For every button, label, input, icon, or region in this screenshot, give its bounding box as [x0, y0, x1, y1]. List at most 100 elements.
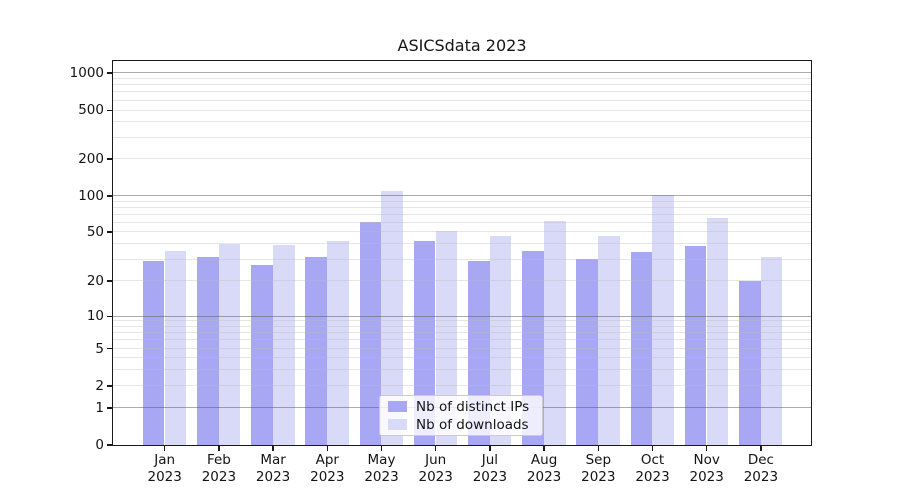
legend-swatch-distinct-ips [388, 401, 407, 412]
x-tick [597, 446, 599, 452]
x-tick [489, 446, 491, 452]
x-tick-label: Jul 2023 [472, 452, 508, 485]
chart-title: ASICSdata 2023 [397, 36, 527, 55]
x-tick [326, 446, 328, 452]
bar-downloads-nov [706, 218, 729, 445]
legend-row: Nb of distinct IPs [380, 400, 542, 414]
y-tick-label: 20 [86, 272, 104, 289]
y-tick-label: 50 [86, 223, 104, 240]
gridline-minor [113, 332, 811, 334]
y-tick [107, 407, 112, 409]
y-tick-label: 10 [86, 308, 104, 325]
x-tick-label: Sep 2023 [581, 452, 616, 485]
y-tick [107, 385, 112, 387]
x-tick [651, 446, 654, 452]
gridline-minor [113, 200, 811, 202]
y-tick [107, 347, 112, 350]
x-tick [706, 446, 708, 452]
bar-distinct-ips-nov [684, 246, 707, 445]
y-tick-label: 200 [78, 151, 104, 167]
x-tick-label: May 2023 [364, 452, 399, 485]
y-tick [107, 109, 112, 111]
x-tick [218, 446, 220, 452]
gridline-minor [113, 77, 811, 79]
y-tick-label: 1000 [69, 64, 104, 81]
legend: Nb of distinct IPs Nb of downloads [379, 395, 543, 436]
gridline-major [113, 195, 811, 197]
legend-swatch-downloads [388, 419, 407, 430]
bar-distinct-ips-jan [142, 260, 165, 445]
gridline-minor [113, 109, 811, 111]
gridline-minor [113, 91, 811, 93]
legend-row: Nb of downloads [380, 418, 542, 432]
bar-downloads-aug [543, 221, 566, 445]
y-tick [107, 195, 112, 197]
x-tick [272, 446, 274, 452]
bar-distinct-ips-dec [739, 280, 761, 445]
gridline-minor [113, 320, 811, 322]
x-tick [760, 446, 762, 452]
gridline-major [113, 72, 811, 74]
x-tick-label: Dec 2023 [743, 452, 779, 485]
bar-downloads-may [381, 190, 403, 445]
gridline-minor [113, 84, 811, 86]
y-tick-label: 500 [78, 102, 104, 119]
gridline-minor [113, 231, 811, 233]
y-tick-label: 1 [95, 399, 104, 416]
y-tick [107, 315, 112, 317]
bar-downloads-apr [327, 241, 349, 445]
gridline-minor [113, 325, 811, 327]
x-tick-label: Nov 2023 [689, 452, 724, 485]
y-tick [107, 444, 112, 446]
bar-downloads-dec [760, 257, 783, 445]
gridline-minor [113, 158, 811, 160]
bar-distinct-ips-apr [305, 257, 328, 445]
bar-distinct-ips-sep [576, 259, 599, 445]
legend-label: Nb of distinct IPs [416, 398, 530, 415]
x-tick [164, 446, 166, 452]
x-tick-label: Jan 2023 [147, 452, 182, 485]
y-tick [107, 280, 112, 282]
bar-downloads-jul [489, 236, 512, 445]
x-tick [380, 446, 383, 452]
plot-area [112, 60, 812, 446]
x-tick-label: Aug 2023 [526, 452, 562, 485]
x-tick-label: Feb 2023 [201, 452, 237, 485]
y-tick [107, 231, 112, 233]
bar-distinct-ips-mar [251, 264, 273, 445]
x-tick-label: Oct 2023 [635, 452, 670, 485]
gridline-major [113, 315, 811, 317]
x-tick-label: Mar 2023 [255, 452, 291, 485]
bar-downloads-sep [598, 236, 620, 445]
x-tick [543, 446, 545, 452]
x-tick-label: Apr 2023 [310, 452, 345, 485]
y-tick [107, 158, 112, 160]
gridline-minor [113, 213, 811, 215]
gridline-minor [113, 136, 811, 138]
y-tick-label: 5 [95, 340, 104, 357]
gridline-minor [113, 368, 811, 370]
bar-distinct-ips-jun [413, 241, 436, 445]
bar-downloads-jun [435, 230, 458, 445]
bar-downloads-mar [272, 244, 295, 445]
y-tick [107, 72, 112, 74]
gridline-minor [113, 99, 811, 101]
legend-label: Nb of downloads [416, 416, 529, 433]
y-tick-label: 2 [95, 377, 104, 394]
gridline-minor [113, 339, 811, 341]
bar-distinct-ips-may [359, 222, 382, 445]
bar-downloads-oct [652, 194, 674, 445]
y-tick-label: 100 [78, 187, 104, 204]
bar-downloads-feb [218, 243, 241, 445]
bar-distinct-ips-feb [197, 257, 219, 445]
gridline-minor [113, 258, 811, 260]
bar-distinct-ips-oct [630, 252, 653, 445]
gridline-minor [113, 385, 811, 387]
y-tick-label: 0 [95, 436, 104, 453]
gridline-minor [113, 206, 811, 208]
gridline-minor [113, 243, 811, 245]
gridline-minor [113, 221, 811, 223]
gridline-minor [113, 280, 811, 282]
gridline-minor [113, 121, 811, 123]
